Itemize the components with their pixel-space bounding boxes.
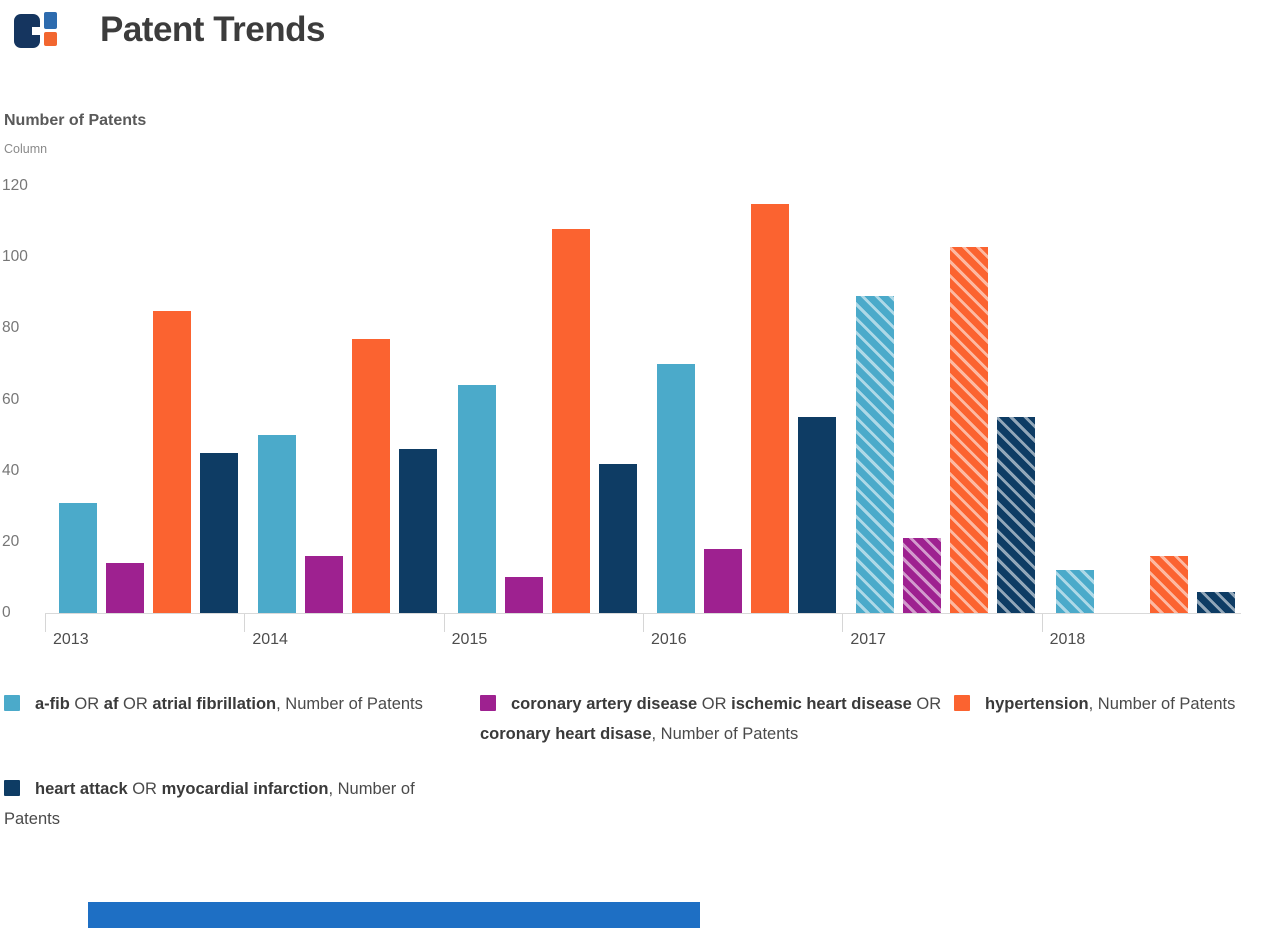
legend-text-segment: a-fib xyxy=(35,695,70,713)
legend-text-segment: OR xyxy=(118,695,153,713)
bar-series3-2014[interactable] xyxy=(399,449,438,613)
legend-text-segment: coronary artery disease xyxy=(511,695,698,713)
legend-item-0[interactable]: a-fib OR af OR atrial fibrillation, Numb… xyxy=(4,690,472,749)
x-tick-mark xyxy=(643,614,644,632)
legend-item-2[interactable]: hypertension, Number of Patents xyxy=(954,690,1281,749)
bar-series1-2016[interactable] xyxy=(704,548,742,613)
bar-series0-2013[interactable] xyxy=(59,502,97,613)
bar-series1-2015[interactable] xyxy=(504,577,543,613)
y-tick-60: 60 xyxy=(2,390,20,408)
plot-area xyxy=(45,186,1241,613)
legend-item-3[interactable]: heart attack OR myocardial infarction, N… xyxy=(4,775,472,834)
bar-series2-2015[interactable] xyxy=(551,228,590,613)
y-axis-title: Number of Patents xyxy=(4,112,147,129)
x-label-2014: 2014 xyxy=(252,631,288,648)
bar-series2-2016[interactable] xyxy=(751,203,789,613)
logo-top-square xyxy=(44,12,57,29)
bar-series2-2018[interactable] xyxy=(1149,556,1188,613)
x-axis-line xyxy=(45,613,1241,614)
legend-text-segment: hypertension xyxy=(985,695,1089,713)
y-tick-120: 120 xyxy=(2,177,28,194)
bar-series2-2014[interactable] xyxy=(352,339,391,613)
legend-text-segment: , Number of Patents xyxy=(651,724,799,743)
logo-bottom-square xyxy=(44,32,57,46)
legend-swatch-icon xyxy=(4,695,20,711)
x-label-2016: 2016 xyxy=(651,631,687,648)
bar-series0-2016[interactable] xyxy=(657,363,695,613)
bar-series3-2017[interactable] xyxy=(997,417,1036,613)
x-label-2015: 2015 xyxy=(451,631,488,648)
legend-text-segment: heart attack xyxy=(35,780,128,798)
chart-type-label: Column xyxy=(4,142,48,156)
legend-text-segment: OR xyxy=(69,695,104,713)
y-axis-tick-labels: 0 20 40 60 80 100 120 xyxy=(2,0,42,660)
legend-text-segment: OR xyxy=(127,780,162,798)
bar-series0-2018[interactable] xyxy=(1055,570,1094,613)
y-tick-20: 20 xyxy=(2,532,20,550)
bar-series2-2017[interactable] xyxy=(950,246,989,613)
y-tick-100: 100 xyxy=(2,248,28,266)
partial-bar-of-next-chart xyxy=(88,902,700,928)
bar-series3-2016[interactable] xyxy=(798,417,836,613)
legend-swatch-icon xyxy=(480,695,496,711)
bar-series1-2013[interactable] xyxy=(106,563,144,613)
bar-series3-2015[interactable] xyxy=(598,463,637,613)
y-tick-0: 0 xyxy=(2,604,11,621)
chart-legend: a-fib OR af OR atrial fibrillation, Numb… xyxy=(4,690,1281,834)
app-header: Patent Trends xyxy=(14,8,325,52)
bar-series0-2017[interactable] xyxy=(856,296,895,613)
legend-text-segment: , Number of Patents xyxy=(4,780,415,828)
legend-text-segment: atrial fibrillation xyxy=(152,695,277,713)
x-tick-mark xyxy=(244,614,246,632)
x-tick-mark xyxy=(842,614,844,632)
bar-series0-2015[interactable] xyxy=(457,385,496,613)
app-logo-icon xyxy=(14,10,57,52)
legend-text-segment: myocardial infarction xyxy=(161,780,329,798)
bar-series0-2014[interactable] xyxy=(258,435,297,613)
bar-series2-2013[interactable] xyxy=(153,310,191,613)
bar-series3-2018[interactable] xyxy=(1196,591,1235,613)
legend-text-segment: ischemic heart disease xyxy=(731,695,912,713)
patent-trends-bar-chart: 0 20 40 60 80 100 120 2013 2014 2015 2016 2017 2018 xyxy=(2,0,1241,660)
legend-text-segment: OR xyxy=(697,695,732,713)
y-tick-40: 40 xyxy=(2,461,20,479)
y-tick-80: 80 xyxy=(2,319,20,337)
bar-series1-2017[interactable] xyxy=(903,538,942,613)
x-tick-mark xyxy=(45,614,46,632)
legend-text-segment: af xyxy=(103,695,119,713)
legend-swatch-icon xyxy=(954,695,970,711)
legend-swatch-icon xyxy=(4,780,20,796)
page-title: Patent Trends xyxy=(100,10,325,49)
x-label-2017: 2017 xyxy=(850,631,886,648)
bar-series1-2014[interactable] xyxy=(305,556,344,613)
legend-text-segment: , Number of Patents xyxy=(276,695,423,713)
logo-notch xyxy=(32,27,41,35)
x-label-2018: 2018 xyxy=(1049,631,1086,648)
x-tick-mark xyxy=(443,614,445,632)
x-label-2013: 2013 xyxy=(53,631,89,648)
legend-item-1[interactable]: coronary artery disease OR ischemic hear… xyxy=(480,690,946,749)
bar-series3-2013[interactable] xyxy=(200,452,238,613)
legend-text-segment: , Number of Patents xyxy=(1088,695,1236,713)
legend-text-segment: coronary heart disase xyxy=(480,724,652,743)
legend-text-segment: OR xyxy=(911,695,942,713)
x-tick-mark xyxy=(1041,614,1043,632)
